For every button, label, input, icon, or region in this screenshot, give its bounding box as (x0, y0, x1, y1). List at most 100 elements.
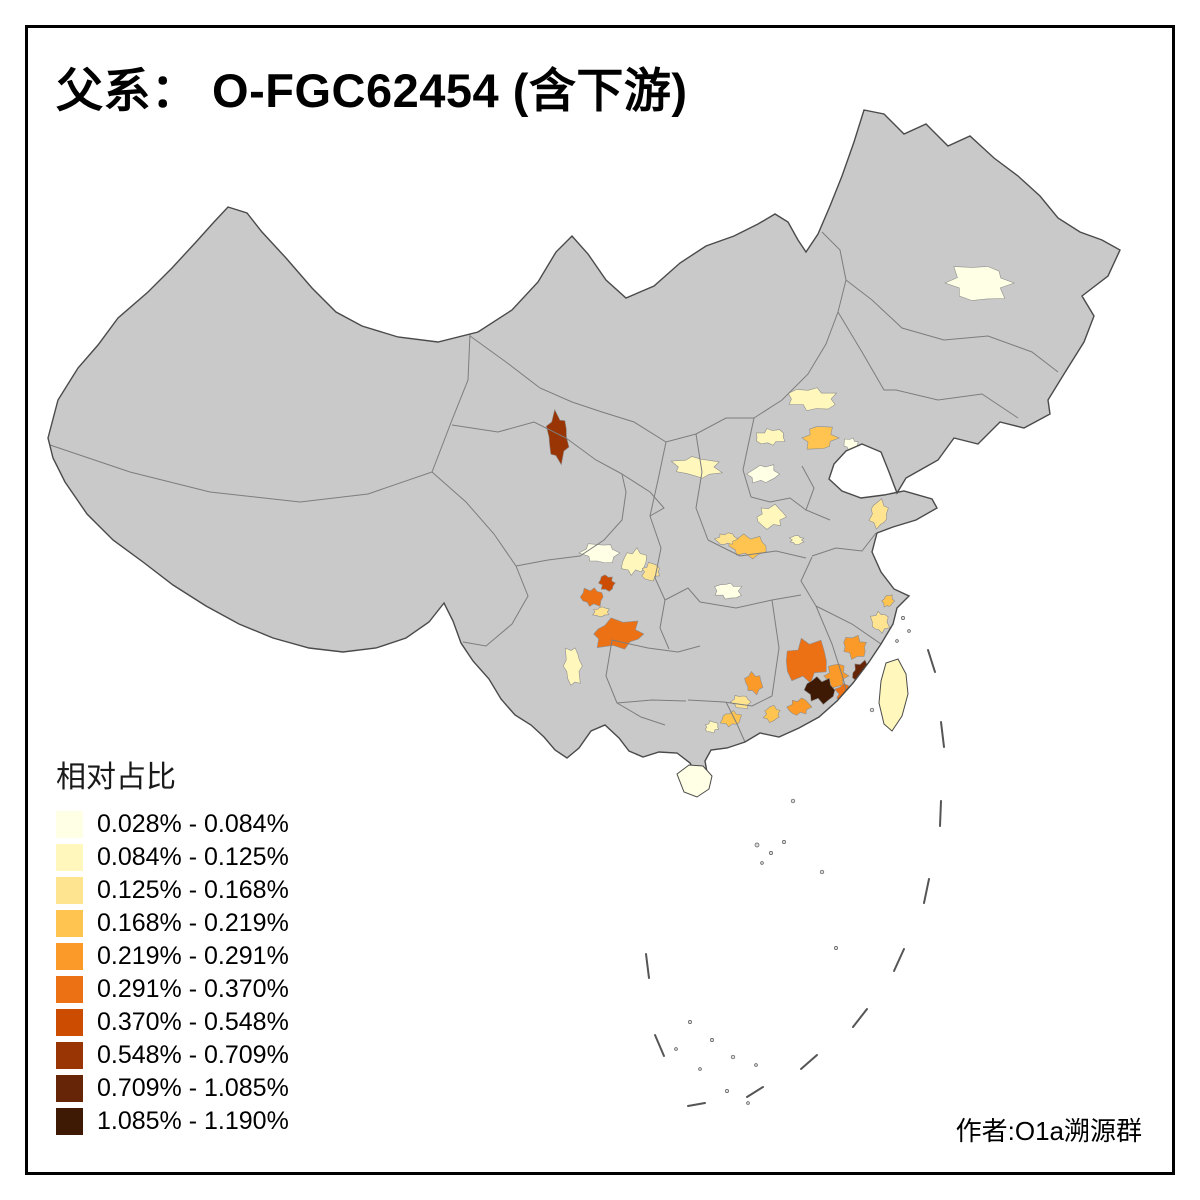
map-region (713, 532, 739, 546)
province-border-line (451, 421, 623, 475)
province-border-line (515, 473, 627, 567)
map-region (593, 617, 645, 650)
province-border-line (837, 311, 1019, 419)
map-region (785, 637, 827, 684)
legend: 相对占比 0.028% - 0.084% 0.084% - 0.125% 0.125… (56, 752, 289, 1138)
province-border-line (750, 496, 807, 511)
province-border-line (616, 699, 687, 704)
map-region (728, 533, 767, 560)
islands (676, 658, 909, 798)
island-speck (819, 869, 825, 875)
legend-swatch (56, 1042, 83, 1069)
dash-line-segment (800, 1054, 818, 1070)
map-region (578, 543, 621, 564)
province-border-line (801, 465, 831, 521)
dash-line-segment (645, 953, 650, 979)
province-border-line (49, 333, 471, 503)
map-region (620, 547, 648, 576)
island-speck (688, 1020, 692, 1024)
dash-line-segment (893, 948, 905, 972)
taiwan-island (878, 658, 909, 732)
legend-title: 相对占比 (56, 761, 176, 794)
legend-row: 0.168% - 0.219% (56, 907, 289, 940)
legend-label: 0.548% - 0.709% (97, 1041, 289, 1069)
map-region (803, 676, 836, 705)
island-speck (869, 707, 875, 713)
map-region (597, 574, 616, 592)
china-landmass (48, 110, 1120, 777)
legend-label: 0.709% - 1.085% (97, 1074, 289, 1102)
dash-line-segment (939, 800, 942, 827)
province-border-line (431, 471, 529, 647)
dash-line-segment (923, 878, 930, 904)
province-border-line (469, 231, 847, 443)
map-region (592, 606, 610, 618)
legend-label: 0.370% - 0.548% (97, 1008, 289, 1036)
legend-row: 0.548% - 0.709% (56, 1039, 289, 1072)
island-speck (746, 1101, 750, 1105)
province-border-line (664, 587, 701, 603)
legend-swatch (56, 811, 83, 838)
legend-swatch (56, 1009, 83, 1036)
island-speck (754, 842, 760, 848)
legend-row: 0.125% - 0.168% (56, 874, 289, 907)
colored-regions (545, 266, 1016, 734)
legend-entries: 0.028% - 0.084% 0.084% - 0.125% 0.125% - 0… (56, 808, 289, 1138)
map-region (579, 587, 604, 607)
map-region (545, 408, 570, 466)
map-region (670, 456, 724, 479)
legend-row: 0.291% - 0.370% (56, 973, 289, 1006)
province-border-line (725, 701, 746, 743)
legend-swatch (56, 1108, 83, 1135)
legend-label: 0.219% - 0.291% (97, 942, 289, 970)
south-china-sea-features (645, 616, 945, 1107)
dash-line-segment (927, 649, 936, 673)
legend-row: 0.219% - 0.291% (56, 940, 289, 973)
china-mainland (48, 110, 1120, 777)
island-speck (907, 629, 911, 633)
province-border-line (699, 594, 802, 609)
map-region (787, 387, 838, 412)
province-border-line (695, 433, 709, 541)
island-speck (895, 639, 899, 643)
province-border-line (742, 417, 755, 498)
province-border-line (659, 599, 670, 650)
province-border-line (707, 539, 807, 559)
china-outline (47, 109, 1121, 778)
map-region (786, 697, 813, 716)
map-region (801, 426, 841, 450)
author-credit: 作者:O1a溯源群 (955, 1116, 1142, 1146)
map-region (704, 720, 720, 734)
dash-line-segment (852, 1008, 868, 1028)
dash-line-segment (687, 1102, 706, 1107)
island-speck (769, 851, 773, 855)
island-speck (725, 1089, 729, 1093)
island-speck (760, 861, 764, 865)
map-region (755, 428, 786, 446)
map-region (641, 561, 661, 582)
legend-row: 0.370% - 0.548% (56, 1006, 289, 1039)
legend-row: 0.084% - 0.125% (56, 841, 289, 874)
legend-label: 1.085% - 1.190% (97, 1107, 289, 1135)
legend-label: 0.084% - 0.125% (97, 843, 289, 871)
map-region (843, 634, 867, 660)
legend-swatch (56, 910, 83, 937)
dash-line-segment (654, 1034, 665, 1057)
map-region (744, 670, 764, 696)
hainan-island (676, 764, 713, 798)
island-speck (710, 1038, 714, 1042)
province-border-line (616, 702, 666, 726)
legend-row: 0.028% - 0.084% (56, 808, 289, 841)
map-region (868, 498, 889, 530)
province-border-line (845, 279, 1059, 373)
legend-swatch (56, 844, 83, 871)
province-border-line (687, 695, 773, 707)
legend-row: 0.709% - 1.085% (56, 1072, 289, 1105)
province-border-line (771, 599, 780, 697)
legend-swatch (56, 976, 83, 1003)
island-speck (834, 946, 838, 950)
province-border-line (611, 639, 701, 653)
map-region (852, 659, 873, 687)
island-speck (674, 1047, 678, 1051)
